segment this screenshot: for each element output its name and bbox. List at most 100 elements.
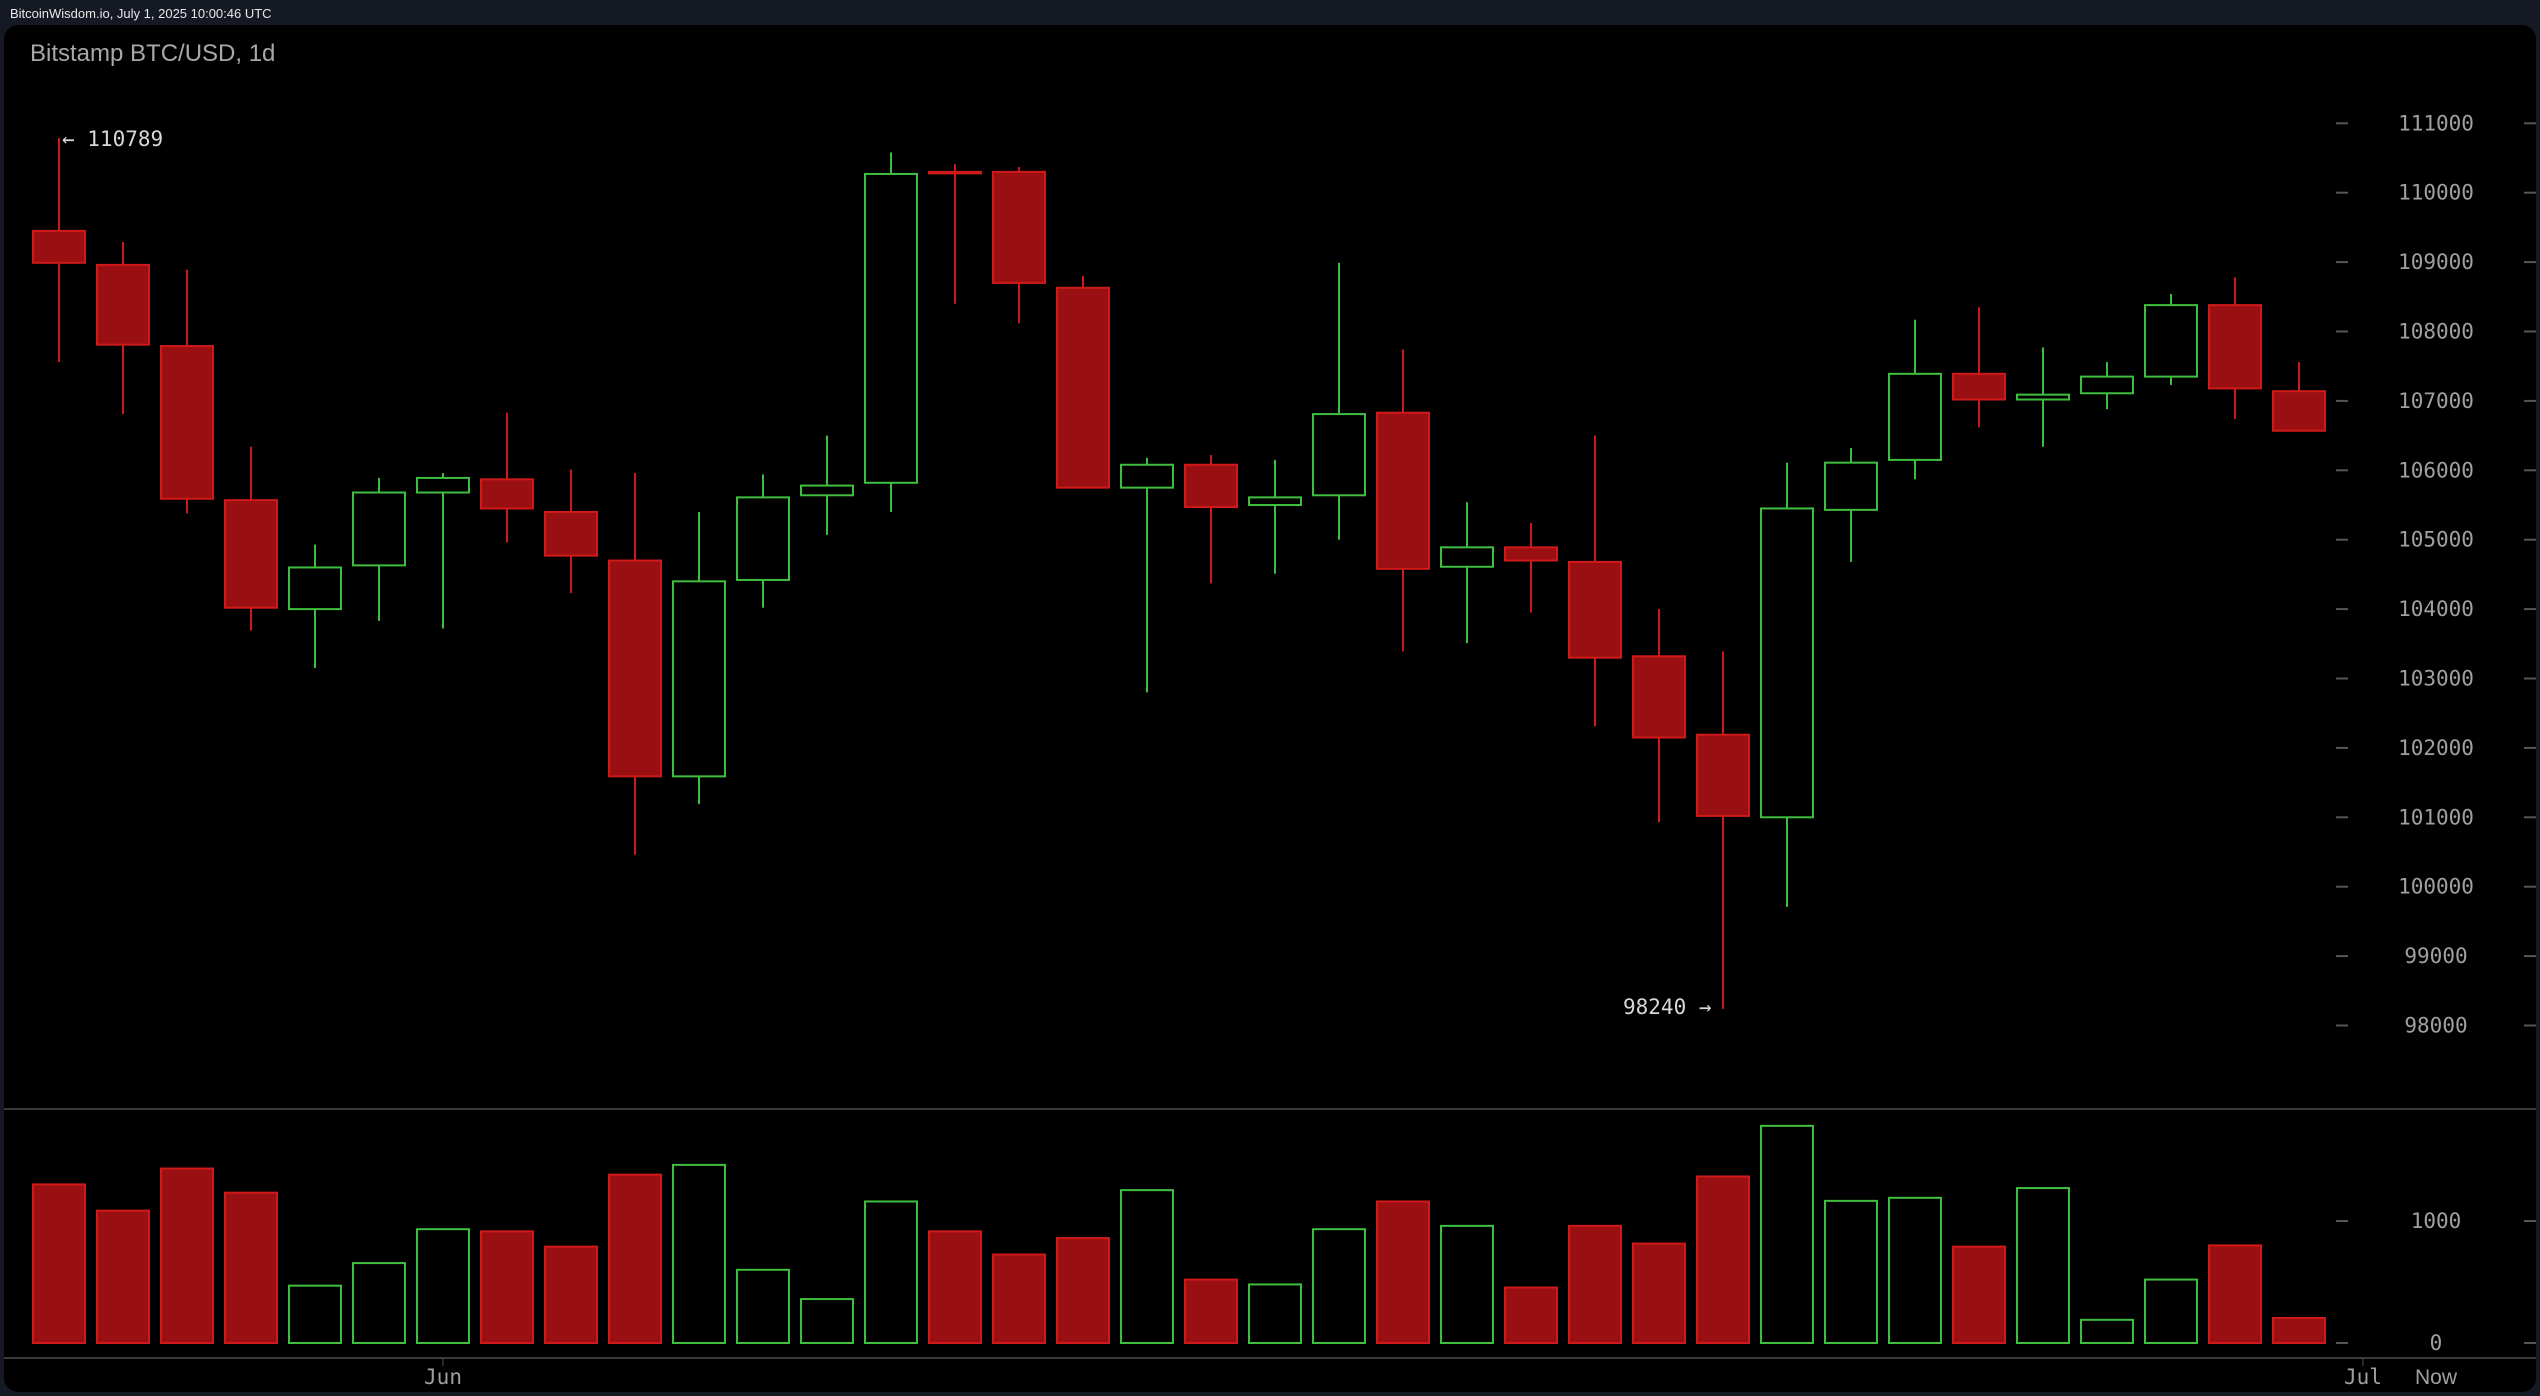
chart-panel [4, 25, 2536, 1392]
volume-bar [1440, 1224, 1494, 1345]
volume-tick-label: 1000 [2411, 1209, 2462, 1233]
volume-bar [32, 1183, 86, 1345]
candle-down [1696, 733, 1750, 817]
candle-down [928, 170, 982, 175]
candle-down [992, 170, 1046, 284]
time-tick-label: Jun [424, 1365, 462, 1389]
volume-bar [608, 1173, 662, 1345]
candle-down [1568, 560, 1622, 659]
price-tick-label: 99000 [2404, 944, 2467, 968]
candle-up [352, 491, 406, 567]
candle-down [544, 510, 598, 557]
candle-down [2272, 390, 2326, 432]
volume-bar [2016, 1187, 2070, 1345]
volume-axis: 1000 0 [2336, 1209, 2536, 1355]
candle-up [1888, 372, 1942, 461]
price-tick-label: 109000 [2398, 250, 2474, 274]
candle-down [480, 478, 534, 510]
volume-bar [1248, 1283, 1302, 1344]
candle-down [32, 229, 86, 264]
candle-down [96, 263, 150, 346]
price-tick-label: 110000 [2398, 181, 2474, 205]
volume-bar [1888, 1196, 1942, 1344]
volume-bar [416, 1228, 470, 1344]
price-tick-label: 101000 [2398, 805, 2474, 829]
volume-bar [224, 1191, 278, 1345]
price-tick-label: 106000 [2398, 458, 2474, 482]
volume-bar [1120, 1189, 1174, 1345]
candle-up [2016, 393, 2070, 401]
volume-bar [2208, 1244, 2262, 1345]
volume-tick-label: 0 [2430, 1331, 2443, 1355]
candle-up [1312, 413, 1366, 497]
price-tick-label: 107000 [2398, 389, 2474, 413]
candle-down [1632, 655, 1686, 739]
candle-down [224, 499, 278, 609]
candle-up [672, 580, 726, 778]
candle-down [1056, 286, 1110, 489]
high-price-annotation: ← 110789 [62, 127, 163, 151]
candle-down [608, 559, 662, 778]
volume-bar [736, 1268, 790, 1345]
volume-bar [2144, 1278, 2198, 1345]
volume-bar [1632, 1242, 1686, 1344]
price-tick-label: 103000 [2398, 667, 2474, 691]
volume-bar [160, 1167, 214, 1345]
candle-down [1184, 463, 1238, 509]
volume-bar [544, 1245, 598, 1344]
price-tick-label: 98000 [2404, 1014, 2467, 1038]
low-price-annotation: 98240 → [1623, 995, 1712, 1019]
time-tick-label: Jul [2344, 1365, 2382, 1389]
candle-up [800, 484, 854, 497]
volume-bar [992, 1253, 1046, 1345]
volume-bar [352, 1262, 406, 1344]
candle-up [2144, 304, 2198, 378]
volume-bar [1376, 1200, 1430, 1344]
volume-bar [800, 1298, 854, 1344]
volume-bar [1696, 1175, 1750, 1344]
candle-up [1824, 461, 1878, 511]
price-axis: 111000 110000 109000 108000 107000 106000 1050… [2336, 111, 2536, 1038]
candle-down [160, 345, 214, 500]
candle-up [864, 172, 918, 484]
volume-bar [1312, 1228, 1366, 1344]
price-tick-label: 111000 [2398, 111, 2474, 135]
source-timestamp: BitcoinWisdom.io, July 1, 2025 10:00:46 … [10, 6, 272, 21]
candle-up [1120, 463, 1174, 489]
volume-bar [96, 1209, 150, 1344]
price-tick-label: 108000 [2398, 320, 2474, 344]
candle-up [1760, 507, 1814, 819]
volume-bar [1952, 1245, 2006, 1344]
volume-bar [672, 1163, 726, 1344]
volume-bar [1824, 1199, 1878, 1344]
volume-bar [2080, 1318, 2134, 1344]
candle-up [1440, 546, 1494, 568]
volume-bar [1760, 1124, 1814, 1344]
volume-bars [32, 1124, 2326, 1345]
volume-bar [928, 1230, 982, 1344]
volume-bar [1568, 1224, 1622, 1345]
volume-bar [864, 1200, 918, 1344]
volume-bar [1056, 1237, 1110, 1344]
candle-up [736, 496, 790, 581]
candle-down [1376, 411, 1430, 570]
volume-bar [480, 1230, 534, 1344]
candles [32, 137, 2326, 1009]
time-axis: Jun Jul Now [424, 1359, 2458, 1389]
chart-title: Bitstamp BTC/USD, 1d [30, 40, 276, 67]
volume-bar [288, 1284, 342, 1345]
candle-down [2208, 304, 2262, 390]
candle-up [416, 476, 470, 494]
time-tick-label: Now [2415, 1366, 2458, 1389]
price-tick-label: 104000 [2398, 597, 2474, 621]
candle-up [2080, 375, 2134, 395]
price-tick-label: 100000 [2398, 875, 2474, 899]
volume-bar [2272, 1316, 2326, 1344]
volume-bar [1504, 1286, 1558, 1344]
price-tick-label: 105000 [2398, 528, 2474, 552]
candle-up [288, 566, 342, 611]
candle-up [1248, 496, 1302, 506]
candle-down [1952, 372, 2006, 401]
price-tick-label: 102000 [2398, 736, 2474, 760]
